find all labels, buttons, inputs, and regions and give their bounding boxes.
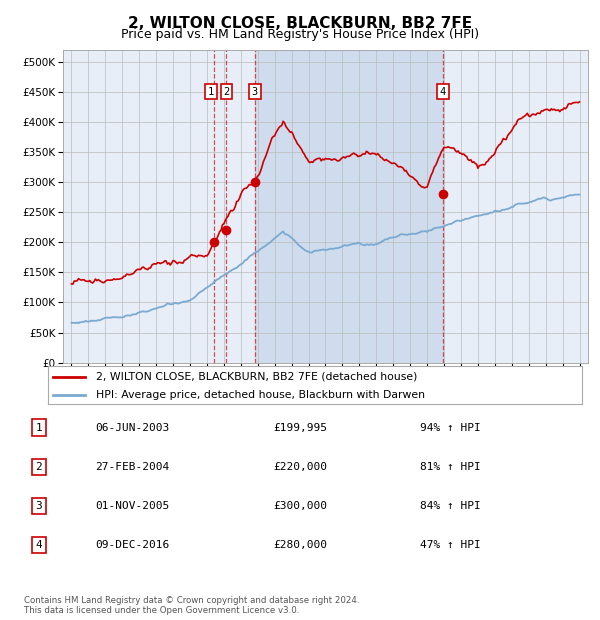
Text: Price paid vs. HM Land Registry's House Price Index (HPI): Price paid vs. HM Land Registry's House … (121, 28, 479, 41)
Text: 4: 4 (440, 87, 446, 97)
Text: 1: 1 (208, 87, 214, 97)
Text: 01-NOV-2005: 01-NOV-2005 (95, 501, 169, 511)
Text: 2, WILTON CLOSE, BLACKBURN, BB2 7FE: 2, WILTON CLOSE, BLACKBURN, BB2 7FE (128, 16, 472, 30)
Text: 4: 4 (35, 540, 43, 550)
Text: 2: 2 (223, 87, 230, 97)
Text: 3: 3 (35, 501, 43, 511)
Text: £300,000: £300,000 (273, 501, 327, 511)
Text: 3: 3 (252, 87, 258, 97)
Text: 84% ↑ HPI: 84% ↑ HPI (419, 501, 481, 511)
Text: £280,000: £280,000 (273, 540, 327, 550)
Text: £199,995: £199,995 (273, 423, 327, 433)
Text: 27-FEB-2004: 27-FEB-2004 (95, 462, 169, 472)
Text: 06-JUN-2003: 06-JUN-2003 (95, 423, 169, 433)
Text: 94% ↑ HPI: 94% ↑ HPI (419, 423, 481, 433)
Text: HPI: Average price, detached house, Blackburn with Darwen: HPI: Average price, detached house, Blac… (96, 389, 425, 400)
Text: 47% ↑ HPI: 47% ↑ HPI (419, 540, 481, 550)
Text: 81% ↑ HPI: 81% ↑ HPI (419, 462, 481, 472)
Text: Contains HM Land Registry data © Crown copyright and database right 2024.
This d: Contains HM Land Registry data © Crown c… (24, 596, 359, 615)
Text: 09-DEC-2016: 09-DEC-2016 (95, 540, 169, 550)
Bar (255, 50, 443, 363)
Text: £220,000: £220,000 (273, 462, 327, 472)
Text: 1: 1 (35, 423, 43, 433)
Text: 2: 2 (35, 462, 43, 472)
Text: 2, WILTON CLOSE, BLACKBURN, BB2 7FE (detached house): 2, WILTON CLOSE, BLACKBURN, BB2 7FE (det… (96, 371, 418, 381)
